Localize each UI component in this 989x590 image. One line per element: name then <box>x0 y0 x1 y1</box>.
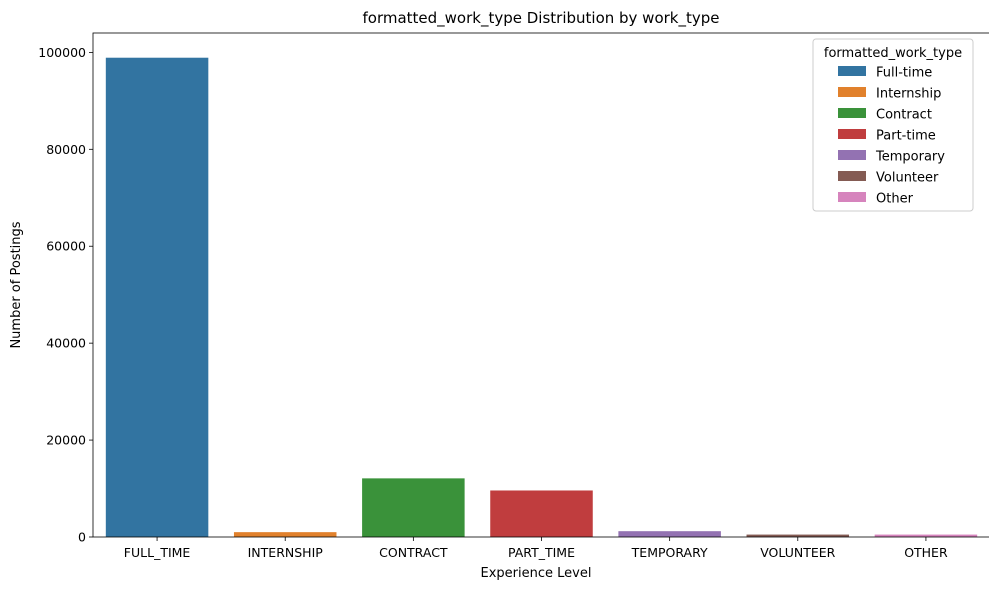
bar-contract <box>362 478 465 537</box>
x-tick-label: PART_TIME <box>508 545 575 560</box>
x-tick-label: CONTRACT <box>379 545 448 560</box>
bar-part-time <box>490 490 593 537</box>
legend-label: Contract <box>876 108 932 123</box>
legend-swatch <box>838 192 866 202</box>
legend-swatch <box>838 171 866 181</box>
legend: formatted_work_type Full-time Internship C… <box>812 38 974 212</box>
bar-volunteer <box>746 534 850 537</box>
legend-swatch <box>838 66 866 76</box>
x-tick-label: OTHER <box>904 545 948 560</box>
legend-label: Internship <box>876 87 941 102</box>
legend-box <box>812 38 974 212</box>
y-tick-label: 60000 <box>46 239 86 254</box>
legend-title: formatted_work_type <box>824 46 962 61</box>
y-axis: 0 20000 40000 60000 80000 100000 <box>38 45 93 545</box>
legend-label: Volunteer <box>876 171 939 186</box>
x-tick-label: FULL_TIME <box>124 545 191 560</box>
y-tick-label: 0 <box>78 530 86 545</box>
plot-frame <box>92 32 989 538</box>
x-tick-label: VOLUNTEER <box>760 545 835 560</box>
y-axis-title: Number of Postings <box>9 221 24 348</box>
bar-temporary <box>618 531 721 537</box>
legend-swatch <box>838 129 866 139</box>
y-tick-label: 40000 <box>46 336 86 351</box>
x-axis-title: Experience Level <box>481 566 592 581</box>
chart-title: formatted_work_type Distribution by work… <box>362 9 719 28</box>
x-tick-label: TEMPORARY <box>631 545 708 560</box>
legend-label: Other <box>876 192 914 207</box>
y-tick-label: 80000 <box>46 142 86 157</box>
bar-internship <box>233 532 337 537</box>
y-tick-label: 20000 <box>46 433 86 448</box>
x-axis: FULL_TIME INTERNSHIP CONTRACT PART_TIME TEMP… <box>124 537 948 560</box>
legend-items: Full-time Internship Contract Part-time Temp… <box>838 66 945 207</box>
legend-swatch <box>838 150 866 160</box>
y-tick-label: 100000 <box>38 45 86 60</box>
bars-group <box>105 57 978 537</box>
x-tick-label: INTERNSHIP <box>248 545 324 560</box>
legend-swatch <box>838 108 866 118</box>
bar-other <box>874 534 978 537</box>
legend-swatch <box>838 87 866 97</box>
legend-label: Part-time <box>876 129 936 144</box>
legend-label: Temporary <box>875 150 945 165</box>
legend-label: Full-time <box>876 66 932 81</box>
bar-full-time <box>105 57 209 537</box>
